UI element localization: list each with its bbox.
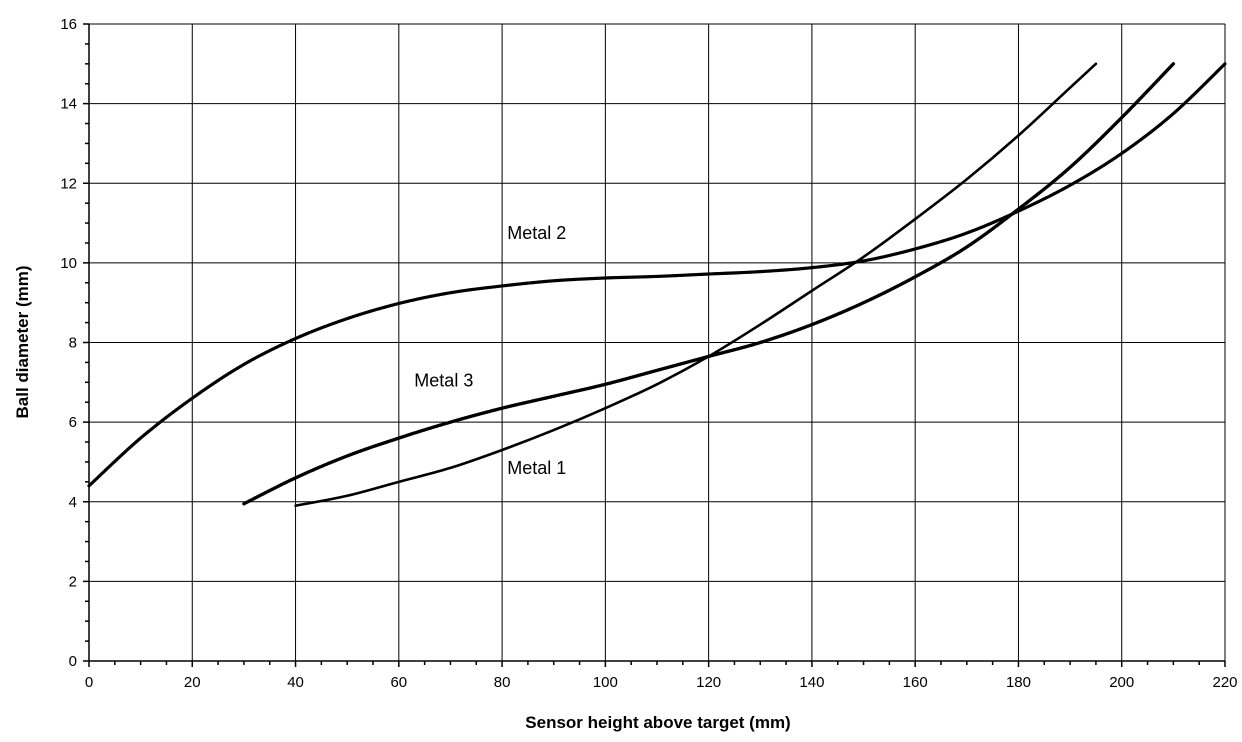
x-tick-label: 0 (85, 674, 93, 691)
series-metal-1-line (294, 62, 1098, 508)
x-tick-label: 100 (593, 674, 618, 691)
x-tick-label: 20 (184, 674, 201, 691)
y-tick-label: 16 (60, 16, 77, 33)
annotation-metal-2: Metal 2 (507, 223, 566, 243)
x-axis-title: Sensor height above target (mm) (525, 713, 790, 732)
axes (83, 23, 1226, 667)
y-tick-label: 10 (60, 255, 77, 272)
annotation-metal-3: Metal 3 (414, 370, 473, 390)
series-lines (87, 62, 1227, 508)
x-tick-label: 140 (799, 674, 824, 691)
y-tick-label: 14 (60, 96, 77, 113)
x-tick-label: 200 (1109, 674, 1134, 691)
x-tick-label: 60 (390, 674, 407, 691)
y-tick-label: 12 (60, 175, 77, 192)
annotation-metal-1: Metal 1 (507, 458, 566, 478)
x-tick-label: 220 (1212, 674, 1237, 691)
y-tick-label: 6 (69, 414, 77, 431)
series-metal-3-line (242, 62, 1176, 506)
y-tick-label: 8 (69, 335, 77, 352)
y-tick-label: 4 (69, 494, 77, 511)
tick-labels: 0 20 40 60 80 100 120 140 160 180 200 220 0 2 4 6 8 10 12 1… (60, 16, 1237, 691)
x-tick-label: 120 (696, 674, 721, 691)
x-tick-label: 180 (1006, 674, 1031, 691)
y-tick-label: 2 (69, 573, 77, 590)
series-metal-2-line (87, 62, 1227, 488)
y-axis-title: Ball diameter (mm) (13, 265, 32, 418)
grid (89, 23, 1226, 661)
x-tick-label: 160 (903, 674, 928, 691)
y-tick-label: 0 (69, 653, 77, 670)
annotations: Metal 2 Metal 3 Metal 1 (414, 223, 566, 478)
x-tick-label: 80 (494, 674, 511, 691)
x-tick-label: 40 (287, 674, 304, 691)
